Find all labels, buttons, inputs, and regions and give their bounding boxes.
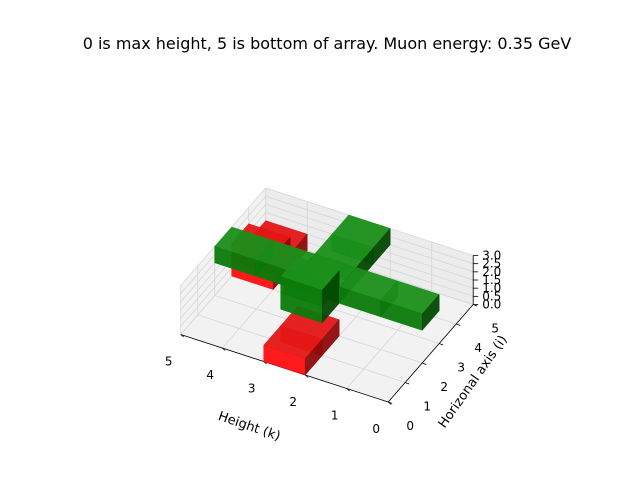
x-tick: [180, 334, 184, 338]
x-axis-label: Height (k): [216, 409, 282, 444]
y-tick-label: 4: [474, 341, 482, 355]
z-tick-label: 0.5: [482, 289, 501, 303]
y-tick-label: 3: [457, 361, 465, 375]
y-tick: [405, 382, 410, 385]
y-axis-line: [387, 304, 474, 403]
voxel-side-face: [321, 270, 340, 308]
grid-line-z: [180, 187, 474, 286]
chart-title: 0 is max height, 5 is bottom of array. M…: [83, 34, 572, 53]
y-tick: [422, 362, 427, 365]
x-tick: [221, 347, 226, 351]
y-tick: [439, 343, 444, 346]
voxel-side-face: [304, 338, 323, 376]
grid-line-z: [180, 195, 474, 294]
grid-line-z: [180, 203, 474, 303]
y-tick-label: 5: [491, 322, 499, 336]
z-tick-label: 3.0: [482, 249, 501, 263]
y-tick: [388, 401, 393, 404]
voxel-side-face: [421, 293, 440, 331]
z-tick-label: 2.0: [482, 265, 501, 279]
x-tick: [304, 374, 309, 378]
x-tick: [346, 388, 350, 392]
y-tick: [456, 323, 461, 326]
voxel-group: [214, 214, 440, 376]
x-tick-label: 3: [248, 382, 256, 396]
voxel: [263, 325, 323, 376]
x-tick-label: 0: [372, 422, 380, 436]
z-tick-label: 1.0: [482, 281, 501, 295]
z-tick-label: 1.5: [482, 273, 501, 287]
z-tick-label: 0.0: [482, 298, 501, 312]
voxel: [380, 280, 440, 331]
y-tick-label: 1: [423, 400, 431, 414]
grid-line-z: [180, 212, 474, 311]
x-tick-label: 2: [289, 395, 297, 409]
y-tick-label: 0: [406, 419, 414, 433]
z-tick-label: 2.5: [482, 257, 501, 271]
x-tick-label: 5: [165, 355, 173, 369]
x-tick-label: 1: [331, 409, 339, 423]
y-tick-label: 2: [440, 380, 448, 394]
voxel: [280, 256, 340, 308]
x-tick-label: 4: [206, 368, 214, 382]
